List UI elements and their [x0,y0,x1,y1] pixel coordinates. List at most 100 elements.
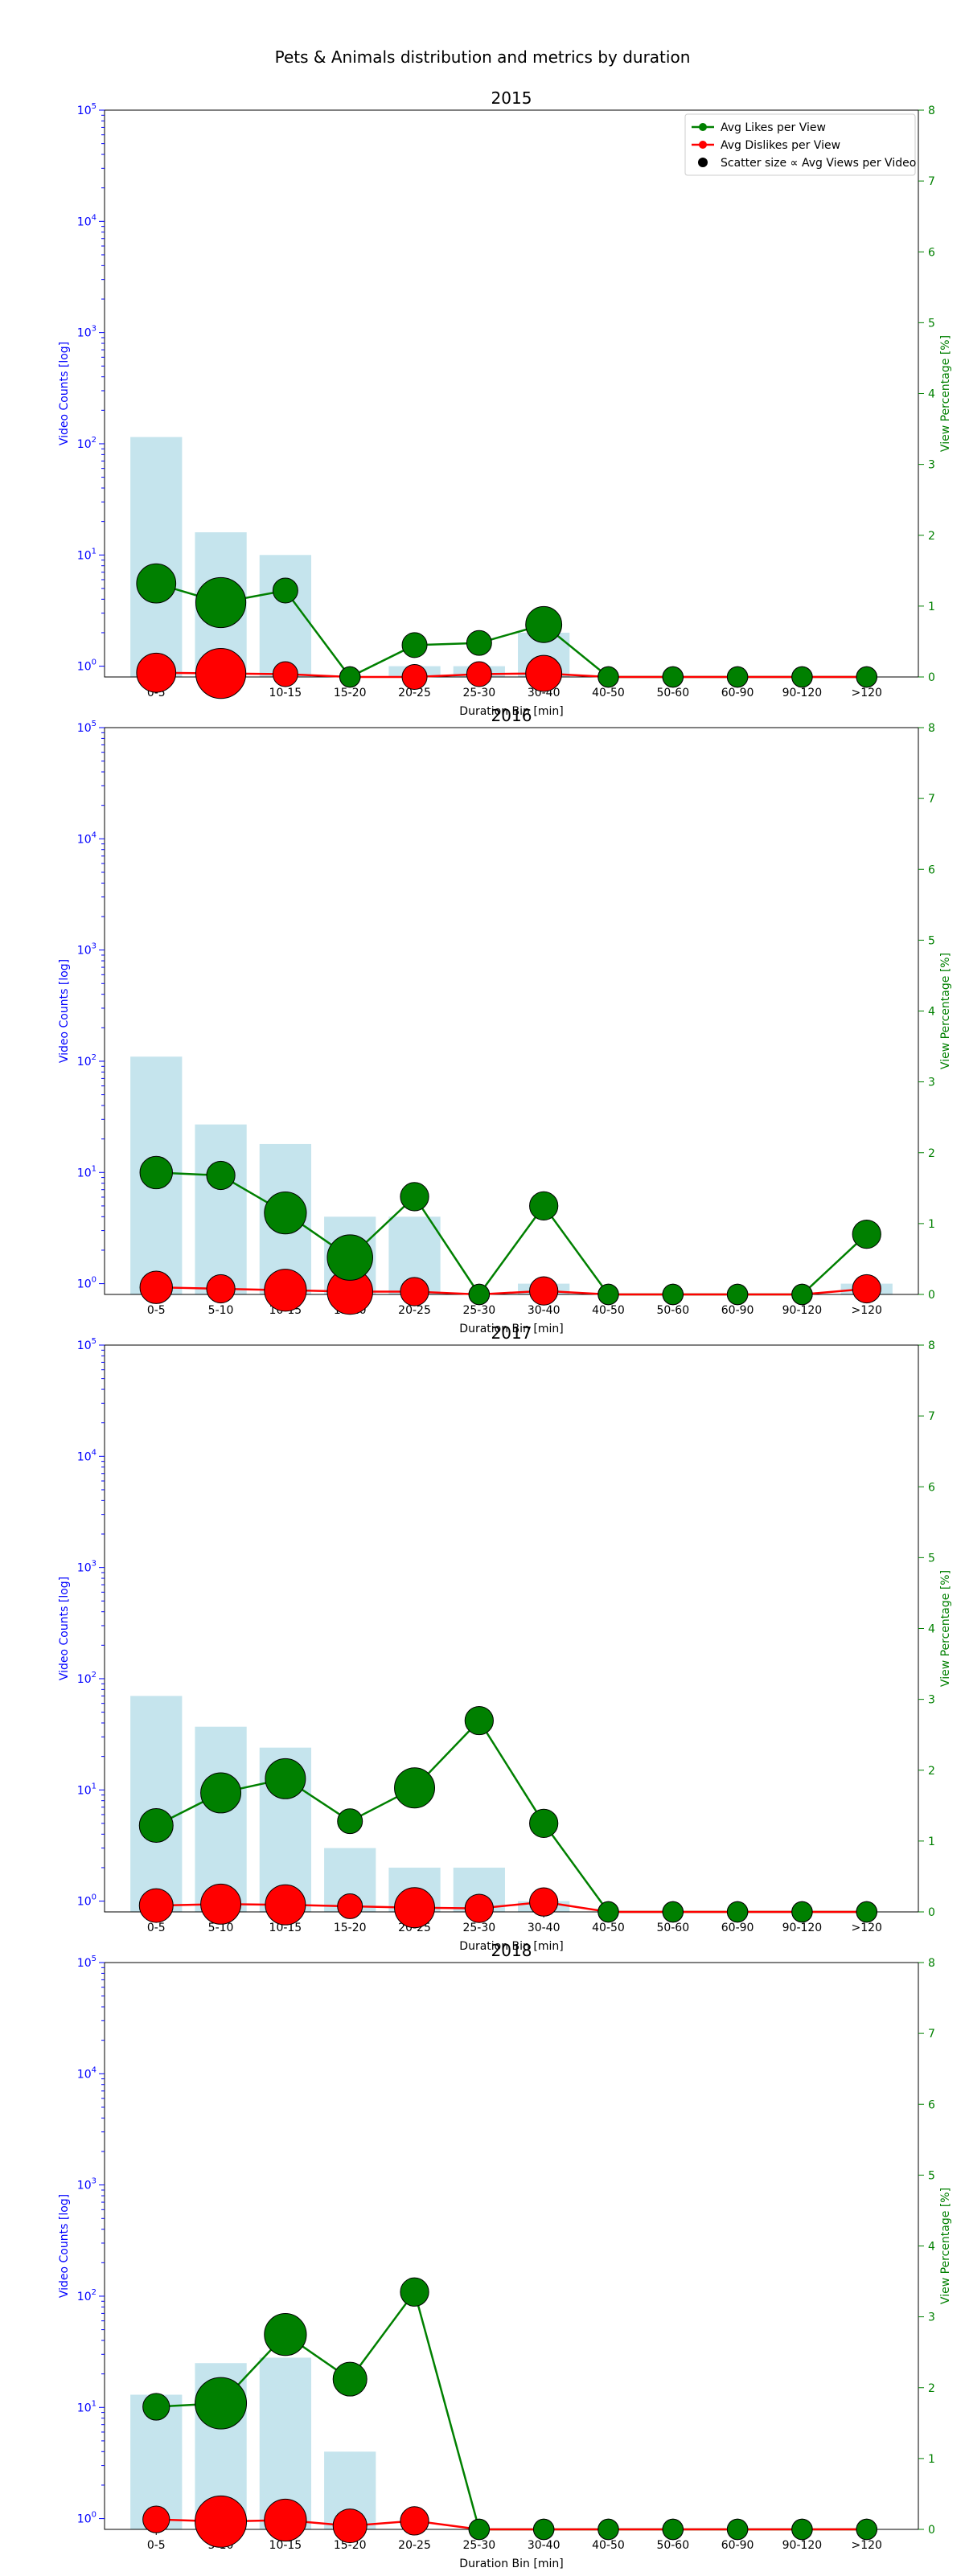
right-tick-label: 4 [928,1623,935,1636]
left-tick-label: 101 [77,1782,96,1797]
x-tick-label: 30-40 [528,2539,561,2552]
x-tick-label: 60-90 [721,687,754,699]
right-tick-label: 4 [928,388,935,401]
subplot-title-2015: 2015 [491,88,532,108]
left-tick-label: 102 [77,1671,96,1686]
left-tick-label: 103 [77,1560,96,1575]
likes-scatter-2016-90-120 [791,1283,813,1306]
left-tick-label: 105 [77,1955,96,1970]
likes-scatter-2018-20-25 [400,2277,429,2307]
right-tick-label: 8 [928,1957,935,1970]
left-tick-label: 100 [77,2511,96,2526]
dislikes-scatter-2018-0-5 [142,2505,170,2533]
likes-scatter-2016->120 [852,1219,881,1249]
likes-scatter-2017-90-120 [791,1901,813,1923]
x-tick-label: 90-120 [782,2539,823,2552]
likes-scatter-2015-5-10 [195,576,247,629]
right-tick-label: 6 [928,1481,935,1494]
right-tick-label: 6 [928,2098,935,2111]
likes-scatter-2015-50-60 [662,666,684,688]
x-tick-label: 10-15 [269,1922,302,1934]
dislikes-scatter-2017-30-40 [529,1887,559,1917]
x-tick-label: 25-30 [462,687,495,699]
x-tick-label: 50-60 [656,687,689,699]
right-axis-label: View Percentage [%] [939,2188,952,2304]
dislikes-scatter-2016-10-15 [264,1269,307,1312]
likes-scatter-2016-20-25 [400,1182,429,1212]
bar-2015-10-15 [259,555,312,677]
right-tick-label: 4 [928,2241,935,2254]
left-tick-label: 104 [77,831,96,846]
legend-box [684,113,916,176]
x-tick-label: 0-5 [147,2539,166,2552]
x-tick-label: 60-90 [721,2539,754,2552]
left-axis-label: Video Counts [log] [58,959,71,1063]
left-tick-label: 100 [77,1893,96,1909]
right-tick-label: 0 [928,671,935,684]
x-tick-label: 50-60 [656,2539,689,2552]
left-tick-label: 101 [77,1164,96,1179]
right-tick-label: 3 [928,459,935,472]
x-tick-label: 25-30 [462,2539,495,2552]
x-tick-label: 5-10 [208,1304,234,1317]
x-tick-label: >120 [852,1922,882,1934]
likes-scatter-2016-50-60 [662,1283,684,1306]
likes-scatter-2017-30-40 [529,1808,559,1838]
right-tick-label: 5 [928,2169,935,2182]
likes-scatter-2015-20-25 [401,632,428,658]
dislikes-scatter-2017-0-5 [138,1888,174,1923]
legend-marker [699,123,707,131]
dislikes-scatter-2017-15-20 [337,1893,363,1919]
left-tick-label: 104 [77,213,96,228]
likes-scatter-2018-60-90 [726,2518,749,2541]
subplot-title-2017: 2017 [491,1323,532,1343]
left-tick-label: 100 [77,658,96,674]
likes-scatter-2015-10-15 [272,577,298,604]
likes-scatter-2016-60-90 [726,1283,749,1306]
x-axis-label: Duration Bin [min] [459,1940,563,1953]
likes-scatter-2016-30-40 [529,1191,559,1220]
right-tick-label: 5 [928,1552,935,1565]
legend-label: Scatter size ∝ Avg Views per Video [721,157,916,170]
x-tick-label: 30-40 [528,1304,561,1317]
right-tick-label: 8 [928,722,935,735]
dislikes-scatter-2017-25-30 [464,1893,494,1923]
right-tick-label: 2 [928,1765,935,1778]
right-tick-label: 5 [928,934,935,947]
likes-scatter-2017-20-25 [394,1767,435,1809]
right-tick-label: 7 [928,793,935,806]
right-tick-label: 1 [928,1836,935,1848]
left-tick-label: 104 [77,1448,96,1463]
left-axis-label: Video Counts [log] [58,342,71,445]
x-axis-label: Duration Bin [min] [459,2558,563,2570]
likes-scatter-2015-60-90 [726,666,749,688]
likes-scatter-2016-10-15 [264,1192,307,1235]
likes-scatter-2017->120 [856,1901,877,1923]
x-axis-label: Duration Bin [min] [459,705,563,718]
x-tick-label: 40-50 [592,2539,625,2552]
x-tick-label: 60-90 [721,1304,754,1317]
likes-scatter-2015-25-30 [466,630,492,656]
bar-2017-0-5 [130,1696,183,1912]
x-tick-label: 90-120 [782,1304,823,1317]
right-tick-label: 3 [928,1694,935,1707]
left-tick-label: 105 [77,102,96,117]
left-axis-label: Video Counts [log] [58,1577,71,1680]
right-tick-label: 4 [928,1006,935,1019]
left-tick-label: 103 [77,325,96,340]
x-tick-label: 20-25 [398,2539,431,2552]
x-tick-label: 90-120 [782,687,823,699]
right-tick-label: 8 [928,1339,935,1352]
likes-scatter-2016-40-50 [597,1283,619,1306]
right-axis-label: View Percentage [%] [939,335,952,452]
bar-2015-0-5 [130,437,183,677]
left-tick-label: 104 [77,2065,96,2081]
subplot-title-2016: 2016 [491,706,532,725]
dislikes-scatter-2018-15-20 [332,2508,368,2544]
right-tick-label: 3 [928,2311,935,2324]
left-tick-label: 105 [77,720,96,735]
right-tick-label: 7 [928,175,935,188]
likes-scatter-2015-30-40 [525,605,563,643]
likes-scatter-2015-15-20 [339,666,361,688]
